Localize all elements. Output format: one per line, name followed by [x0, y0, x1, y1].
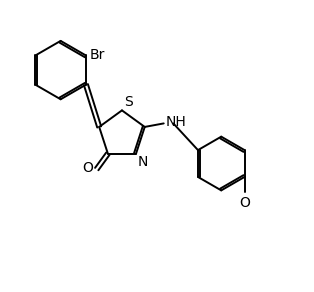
- Text: S: S: [124, 95, 133, 109]
- Text: Br: Br: [89, 48, 105, 62]
- Text: N: N: [138, 155, 148, 169]
- Text: NH: NH: [165, 115, 186, 129]
- Text: O: O: [82, 161, 93, 175]
- Text: O: O: [239, 196, 250, 210]
